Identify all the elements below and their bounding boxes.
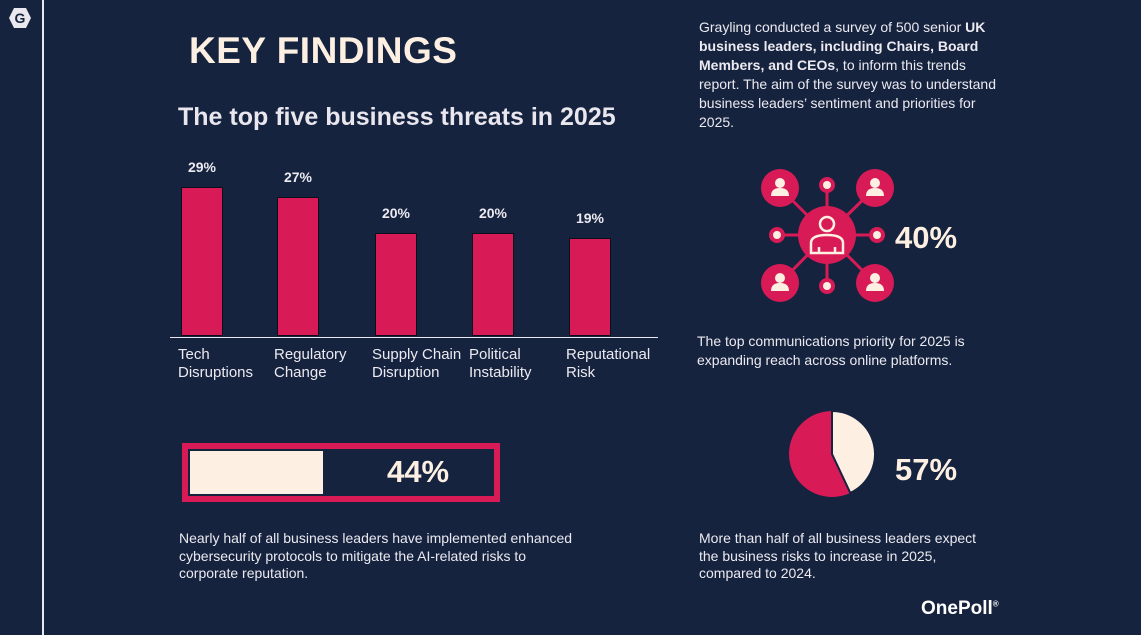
pie-stat-text: More than half of all business leaders e… xyxy=(699,530,977,581)
intro-text: Grayling conducted a survey of 500 senio… xyxy=(699,19,997,130)
bar-value-label: 20% xyxy=(381,205,411,221)
page-title: KEY FINDINGS xyxy=(189,30,458,71)
category-label: Tech Disruptions xyxy=(178,346,254,381)
pie-stat-value: 57% xyxy=(895,452,958,487)
bar xyxy=(375,233,417,336)
bar xyxy=(472,233,514,336)
category-label: Regulatory Change xyxy=(274,346,347,381)
progress-stat-value: 44% xyxy=(387,454,450,489)
bar xyxy=(181,186,223,336)
progress-bar xyxy=(182,443,500,502)
category-label: Reputational Risk xyxy=(566,346,651,381)
bar-chart: 29% Tech Disruptions 27% Regulatory Change 20%… xyxy=(0,0,700,400)
chart-title: The top five business threats in 2025 xyxy=(178,103,616,131)
chart-axis-line xyxy=(170,337,658,338)
grayling-logo: G xyxy=(9,8,31,28)
progress-fill xyxy=(190,451,323,494)
category-label: Supply Chain Disruption xyxy=(372,346,462,381)
bar xyxy=(277,196,319,336)
bar-value-label: 19% xyxy=(575,210,605,227)
network-stat-text: The top communications priority for 2025… xyxy=(697,333,965,368)
network-stat-value: 40% xyxy=(895,220,958,255)
bar-value-label: 29% xyxy=(187,158,217,175)
progress-stat-text: Nearly half of all business leaders have… xyxy=(179,530,573,581)
onepoll-logo: OnePoll® xyxy=(921,598,999,619)
svg-text:G: G xyxy=(15,10,26,26)
bar-value-label: 20% xyxy=(478,205,508,221)
sidebar-divider xyxy=(42,0,44,635)
pie-slice-other xyxy=(831,409,876,495)
bar xyxy=(569,238,611,336)
network-people-icon xyxy=(761,169,894,302)
category-label: Political Instability xyxy=(469,346,532,381)
pie-chart xyxy=(789,409,876,497)
bar-value-label: 27% xyxy=(283,168,313,185)
